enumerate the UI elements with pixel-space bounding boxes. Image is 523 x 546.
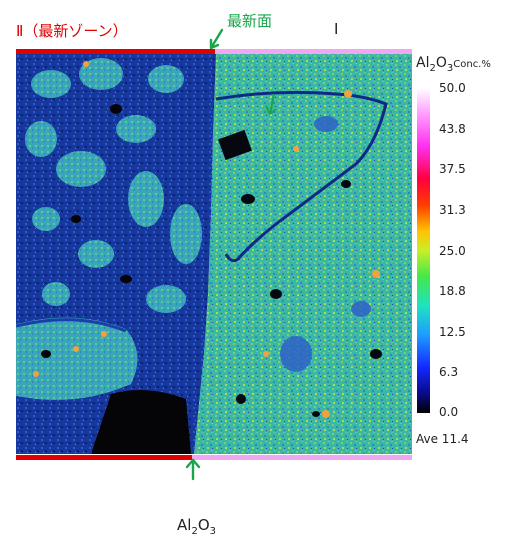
scale-tick-4: 25.0 — [439, 244, 466, 258]
scale-tick-6: 12.5 — [439, 325, 466, 339]
scale-tick-7: 6.3 — [439, 365, 459, 379]
scale-title-unit: Conc.% — [453, 59, 491, 70]
scale-title: Al2O3Conc.% — [416, 55, 491, 74]
newest-surface-bottom-arrow-icon — [185, 458, 201, 481]
zone-1-top-bar — [215, 49, 412, 54]
newest-surface-top-arrow-icon — [209, 28, 224, 50]
scale-tick-8: 0.0 — [439, 405, 459, 419]
zone-2-bottom-bar — [16, 455, 192, 460]
scale-tick-3: 31.3 — [439, 203, 466, 217]
scale-title-main: Al — [416, 55, 430, 71]
scale-title-sub2: 3 — [446, 62, 454, 74]
zone-2-top-bar — [16, 49, 215, 54]
al2o3-concentration-map — [16, 54, 412, 454]
scale-tick-5: 18.8 — [439, 284, 466, 298]
scale-tick-0: 50.0 — [439, 81, 466, 95]
zone-1-bottom-bar — [192, 455, 412, 460]
bottom-label-main: Al — [177, 516, 192, 534]
color-scale-bar — [417, 88, 430, 413]
scale-tick-1: 43.8 — [439, 122, 466, 136]
zone-2-label: Ⅱ（最新ゾーン） — [16, 22, 128, 40]
newest-surface-label: 最新面 — [227, 12, 273, 30]
bottom-label-mid: O — [197, 516, 210, 534]
bottom-label-sub1: 2 — [191, 526, 198, 537]
scale-tick-2: 37.5 — [439, 162, 466, 176]
zone-1-label: Ⅰ — [334, 20, 339, 38]
scale-title-sub1: 2 — [429, 62, 436, 74]
bottom-element-label: Al2O3 — [177, 516, 216, 537]
average-label: Ave 11.4 — [416, 432, 469, 446]
bottom-label-sub2: 3 — [209, 526, 216, 537]
scale-title-mid: O — [435, 55, 447, 71]
